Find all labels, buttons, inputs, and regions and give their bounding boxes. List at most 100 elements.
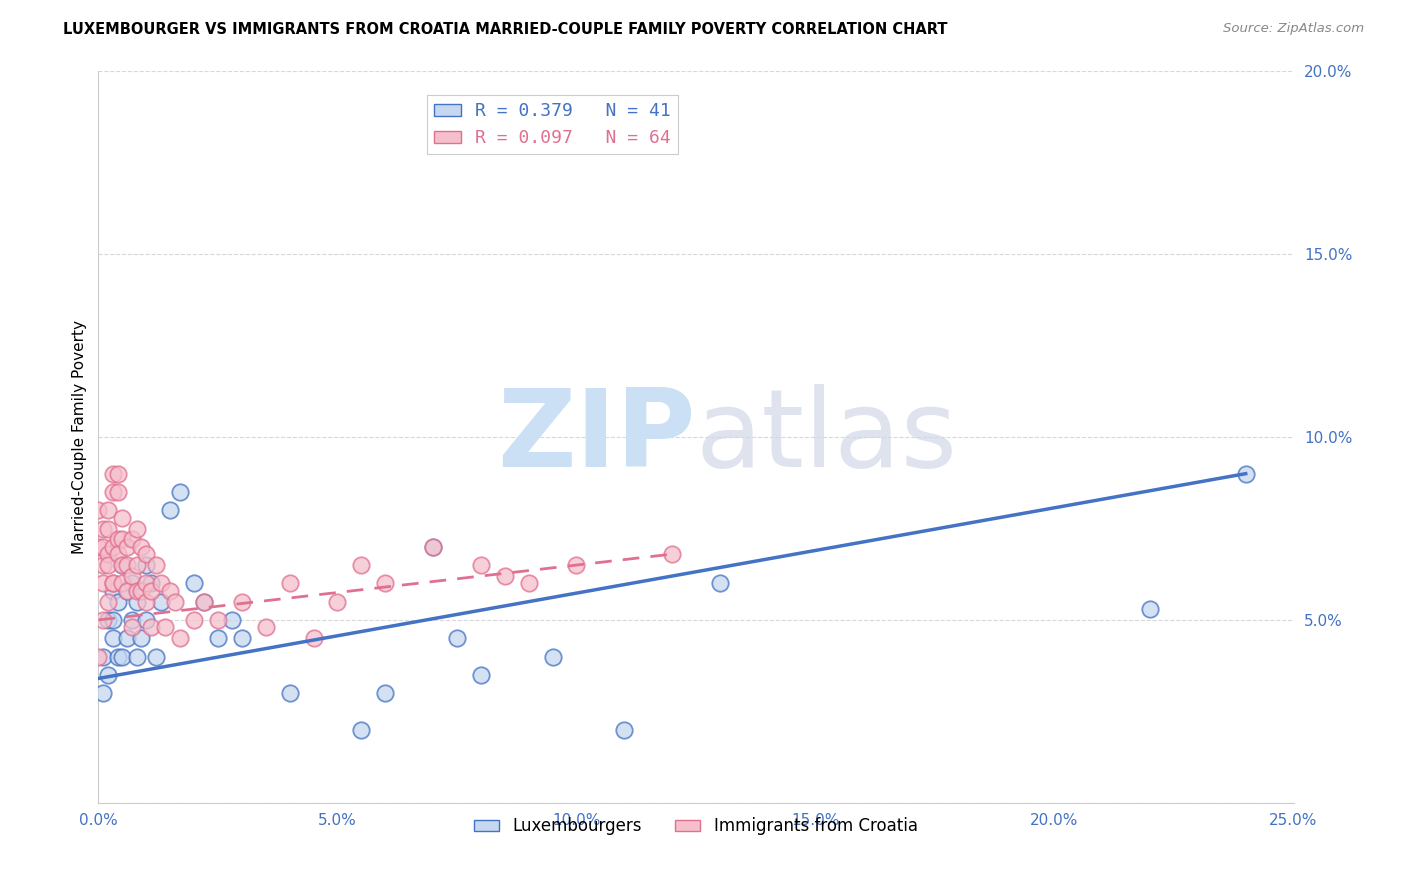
Point [97,594,120,608]
Point [121,576,143,591]
Point [613,723,636,737]
Point [135,547,157,561]
Point [91,540,114,554]
Point [91,521,114,535]
Point [111,576,134,591]
Point [517,576,540,591]
Point [115,558,138,573]
Point [422,540,444,554]
Point [131,583,153,598]
Point [169,632,191,646]
Point [87,503,110,517]
Text: Source: ZipAtlas.com: Source: ZipAtlas.com [1223,22,1364,36]
Point [107,594,129,608]
Point [446,632,468,646]
Point [135,594,157,608]
Point [709,576,731,591]
Point [183,613,205,627]
Point [135,576,157,591]
Point [115,583,138,598]
Point [125,521,148,535]
Point [91,649,114,664]
Point [1139,602,1161,616]
Point [470,667,492,681]
Point [111,558,134,573]
Point [107,485,129,500]
Point [91,686,114,700]
Point [159,583,181,598]
Point [125,594,148,608]
Point [565,558,588,573]
Point [107,649,129,664]
Point [101,540,124,554]
Point [149,594,172,608]
Point [145,558,167,573]
Point [302,632,325,646]
Point [115,540,138,554]
Point [115,583,138,598]
Point [207,613,229,627]
Point [1234,467,1257,481]
Point [139,576,162,591]
Point [374,686,396,700]
Point [97,667,120,681]
Point [278,576,301,591]
Point [101,613,124,627]
Point [121,620,143,634]
Point [107,533,129,547]
Point [121,569,143,583]
Point [131,632,153,646]
Point [97,613,120,627]
Point [254,620,277,634]
Point [159,503,181,517]
Point [111,533,134,547]
Point [91,558,114,573]
Point [231,594,253,608]
Point [135,558,157,573]
Point [101,632,124,646]
Point [97,558,120,573]
Point [374,576,396,591]
Point [97,503,120,517]
Point [111,558,134,573]
Y-axis label: Married-Couple Family Poverty: Married-Couple Family Poverty [72,320,87,554]
Point [111,649,134,664]
Point [207,632,229,646]
Point [470,558,492,573]
Point [107,467,129,481]
Point [541,649,564,664]
Point [97,521,120,535]
Point [350,723,373,737]
Point [193,594,215,608]
Point [121,613,143,627]
Point [326,594,349,608]
Point [101,583,124,598]
Point [125,583,148,598]
Point [91,576,114,591]
Point [139,620,162,634]
Point [193,594,215,608]
Point [131,540,153,554]
Point [155,620,177,634]
Point [163,594,186,608]
Text: LUXEMBOURGER VS IMMIGRANTS FROM CROATIA MARRIED-COUPLE FAMILY POVERTY CORRELATIO: LUXEMBOURGER VS IMMIGRANTS FROM CROATIA … [63,22,948,37]
Point [101,485,124,500]
Point [169,485,191,500]
Text: atlas: atlas [696,384,957,490]
Point [149,576,172,591]
Point [87,540,110,554]
Point [278,686,301,700]
Point [101,576,124,591]
Point [231,632,253,646]
Point [494,569,516,583]
Point [145,649,167,664]
Point [101,576,124,591]
Text: ZIP: ZIP [498,384,696,490]
Point [135,613,157,627]
Point [422,540,444,554]
Point [107,547,129,561]
Legend: Luxembourgers, Immigrants from Croatia: Luxembourgers, Immigrants from Croatia [468,811,924,842]
Point [125,649,148,664]
Point [115,632,138,646]
Point [661,547,683,561]
